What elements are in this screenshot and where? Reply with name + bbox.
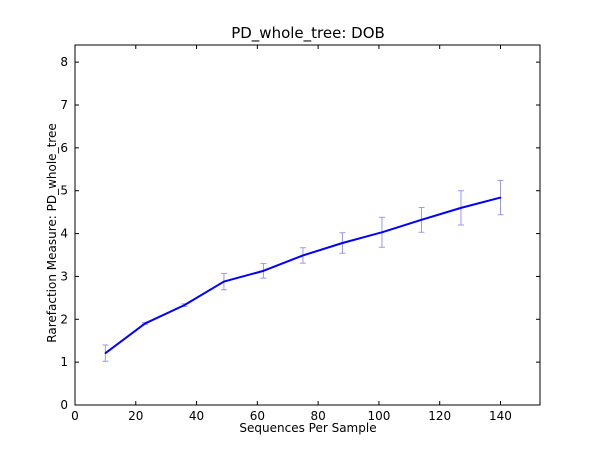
- plot-area: 0 20 40 60 80 100 120 140 0 1 2 3 4 5 6 7 8: [60, 44, 541, 423]
- y-tick-label: 5: [60, 184, 68, 198]
- plot-frame: [74, 44, 541, 406]
- data-point: [262, 270, 265, 272]
- data-point: [381, 231, 383, 234]
- x-tick-label: 0: [71, 409, 79, 423]
- x-tick-label: 140: [489, 409, 512, 423]
- data-point: [104, 352, 107, 354]
- y-axis-label: Rarefaction Measure: PD_whole_tree: [45, 123, 59, 342]
- y-tick-label: 6: [60, 141, 68, 155]
- x-tick-label: 60: [250, 409, 265, 423]
- y-tick-label: 4: [60, 227, 68, 241]
- x-tick-label: 100: [367, 409, 390, 423]
- series-line: [104, 196, 501, 354]
- data-point: [341, 242, 344, 244]
- data-point: [144, 322, 146, 325]
- y-tick-label: 2: [60, 312, 68, 326]
- y-tick-label: 3: [60, 269, 68, 283]
- y-tick-label: 0: [60, 398, 68, 412]
- x-tick-label: 120: [428, 409, 451, 423]
- y-tick-label: 7: [60, 98, 68, 112]
- data-point: [460, 207, 462, 209]
- x-tick-label: 40: [189, 409, 204, 423]
- data-point: [302, 254, 304, 257]
- data-point: [223, 280, 225, 283]
- x-tick-label: 20: [128, 409, 143, 423]
- data-point: [183, 304, 186, 306]
- x-axis-label: Sequences Per Sample: [239, 421, 376, 435]
- data-point: [499, 196, 502, 199]
- y-tick-label: 8: [60, 55, 68, 69]
- y-tick-label: 1: [60, 355, 68, 369]
- x-tick-label: 80: [310, 409, 325, 423]
- chart-title: PD_whole_tree: DOB: [231, 24, 385, 43]
- data-point: [420, 219, 423, 221]
